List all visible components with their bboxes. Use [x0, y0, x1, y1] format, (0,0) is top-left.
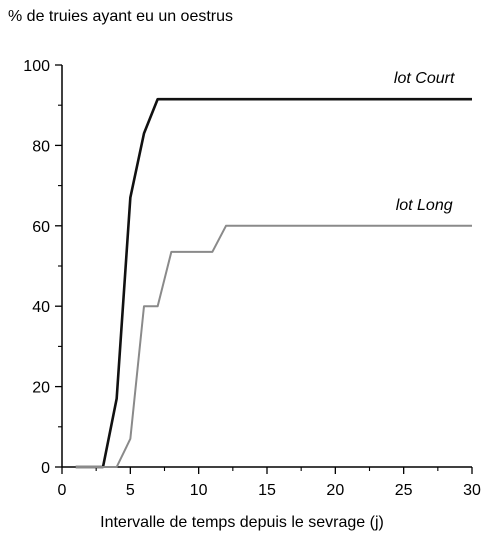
y-tick-label: 20 — [32, 380, 50, 397]
series-label-0: lot Court — [394, 70, 455, 87]
y-tick-label: 40 — [32, 299, 50, 316]
chart-axes: 0 20 40 60 80 100 0 5 10 15 20 25 30 — [23, 58, 481, 499]
x-tick-label: 25 — [395, 482, 413, 499]
y-tick-label: 80 — [32, 138, 50, 155]
line-chart: 0 20 40 60 80 100 0 5 10 15 20 25 30 lot Court lot Lo… — [23, 58, 481, 499]
x-axis-title: Intervalle de temps depuis le sevrage (j… — [100, 514, 384, 531]
y-tick-label: 100 — [23, 58, 50, 75]
x-tick-label: 30 — [463, 482, 481, 499]
chart-series — [75, 97, 472, 469]
series-line-0 — [75, 97, 472, 469]
y-tick-label: 0 — [41, 460, 50, 477]
series-labels: lot Court lot Long — [394, 70, 455, 214]
series-line-1 — [75, 224, 472, 468]
x-tick-label: 20 — [326, 482, 344, 499]
x-tick-label: 10 — [190, 482, 208, 499]
y-tick-label: 60 — [32, 219, 50, 236]
y-axis-title: % de truies ayant eu un oestrus — [8, 8, 234, 25]
x-tick-label: 15 — [258, 482, 276, 499]
x-tick-label: 5 — [126, 482, 135, 499]
x-tick-label: 0 — [58, 482, 67, 499]
series-label-1: lot Long — [396, 197, 453, 214]
